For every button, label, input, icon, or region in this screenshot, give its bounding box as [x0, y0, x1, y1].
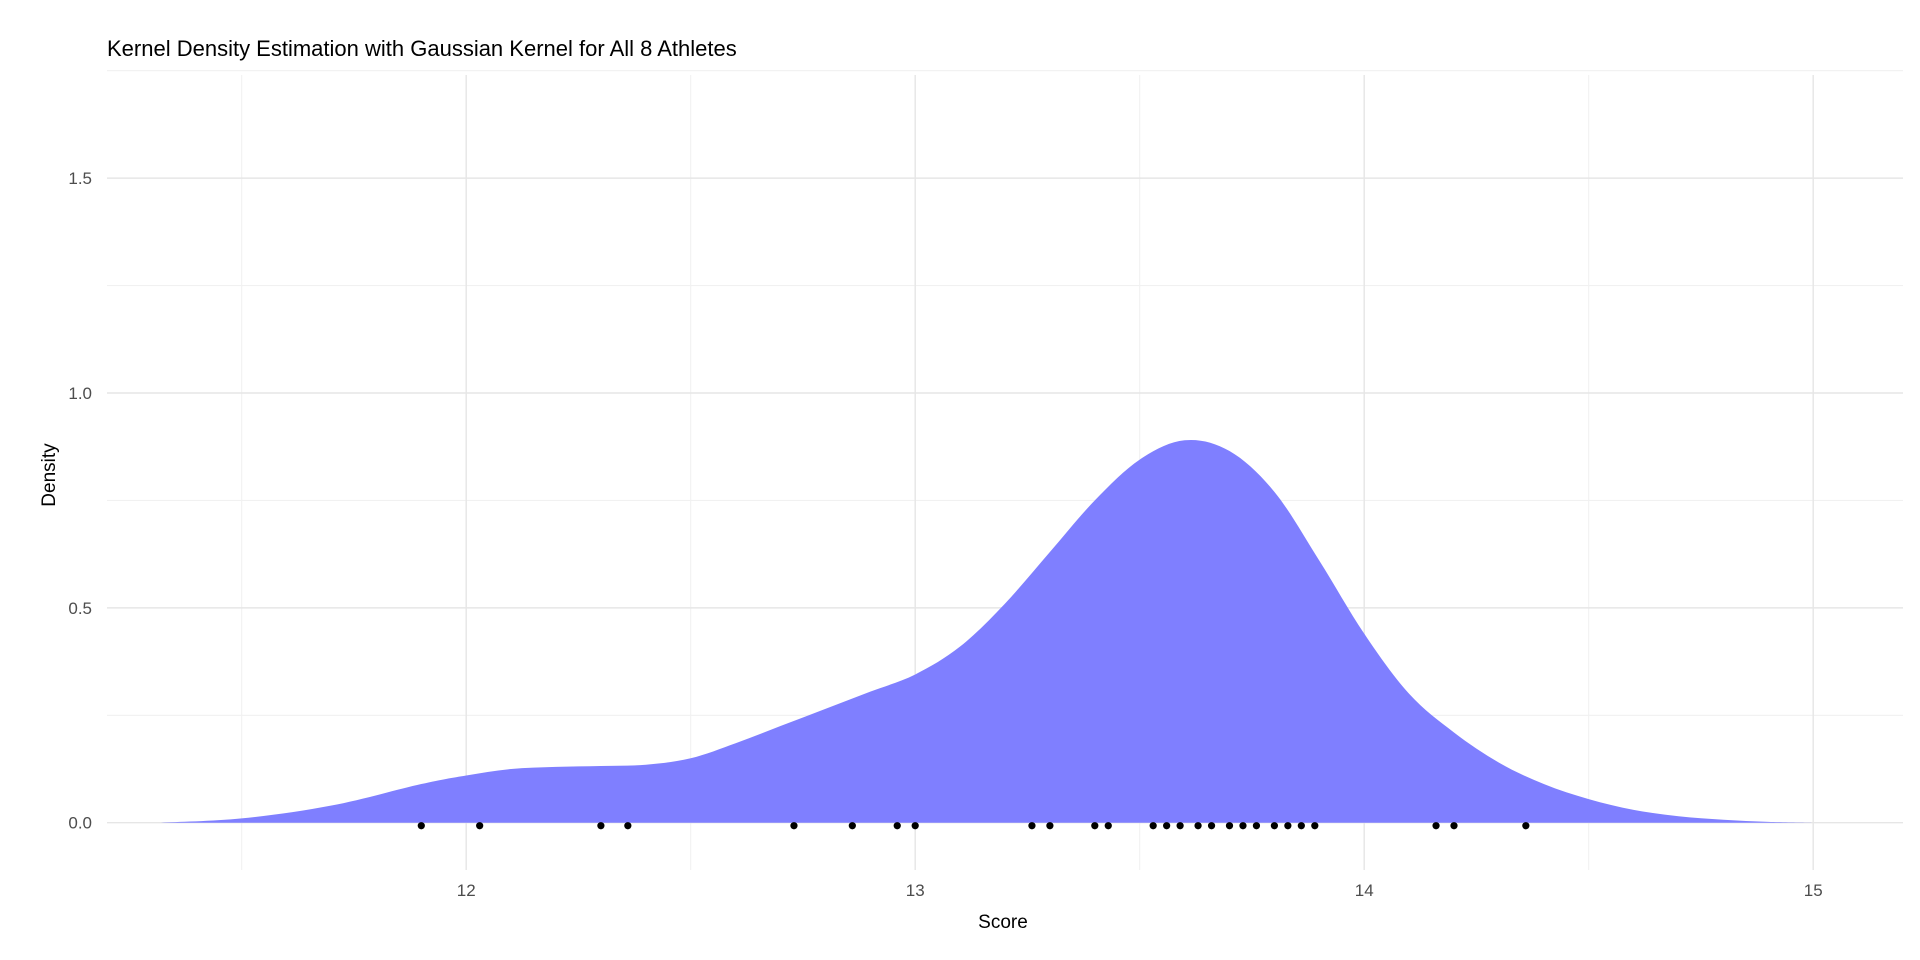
data-point [1450, 822, 1458, 830]
data-point [1176, 822, 1184, 830]
y-tick-label: 1.5 [68, 169, 92, 188]
y-tick-label: 0.5 [68, 599, 92, 618]
data-point [624, 822, 632, 830]
data-point [1149, 822, 1157, 830]
x-tick-label: 13 [906, 881, 925, 900]
data-point [1311, 822, 1319, 830]
data-point [1046, 822, 1054, 830]
y-axis-tick-labels: 0.0 0.5 1.0 1.5 [68, 169, 92, 833]
y-tick-label: 1.0 [68, 384, 92, 403]
data-point [911, 822, 919, 830]
data-point [1432, 822, 1440, 830]
data-point [790, 822, 798, 830]
x-axis-tick-labels: 12 13 14 15 [457, 881, 1823, 900]
data-point [1522, 822, 1530, 830]
data-points-layer [417, 822, 1530, 830]
data-point [1207, 822, 1216, 830]
chart-title: Kernel Density Estimation with Gaussian … [107, 36, 737, 61]
y-tick-label: 0.0 [68, 814, 92, 833]
x-tick-label: 14 [1355, 881, 1374, 900]
density-area-layer [160, 439, 1819, 823]
data-point [1239, 822, 1247, 830]
data-point [1270, 822, 1278, 830]
density-area [160, 439, 1819, 823]
data-point [1252, 822, 1261, 830]
data-point [476, 822, 484, 830]
data-point [597, 822, 605, 830]
data-point [1225, 822, 1234, 830]
data-point [1091, 822, 1099, 830]
y-axis-title: Density [39, 443, 60, 507]
data-point [417, 822, 425, 830]
data-point [893, 822, 901, 830]
data-point [1284, 822, 1292, 830]
data-point [1163, 822, 1171, 830]
data-point [1194, 822, 1202, 830]
data-point [848, 822, 856, 830]
x-axis-title: Score [978, 912, 1028, 933]
x-tick-label: 15 [1804, 881, 1823, 900]
data-point [1297, 822, 1305, 830]
x-tick-label: 12 [457, 881, 476, 900]
data-point [1104, 822, 1112, 830]
data-point [1028, 822, 1036, 830]
